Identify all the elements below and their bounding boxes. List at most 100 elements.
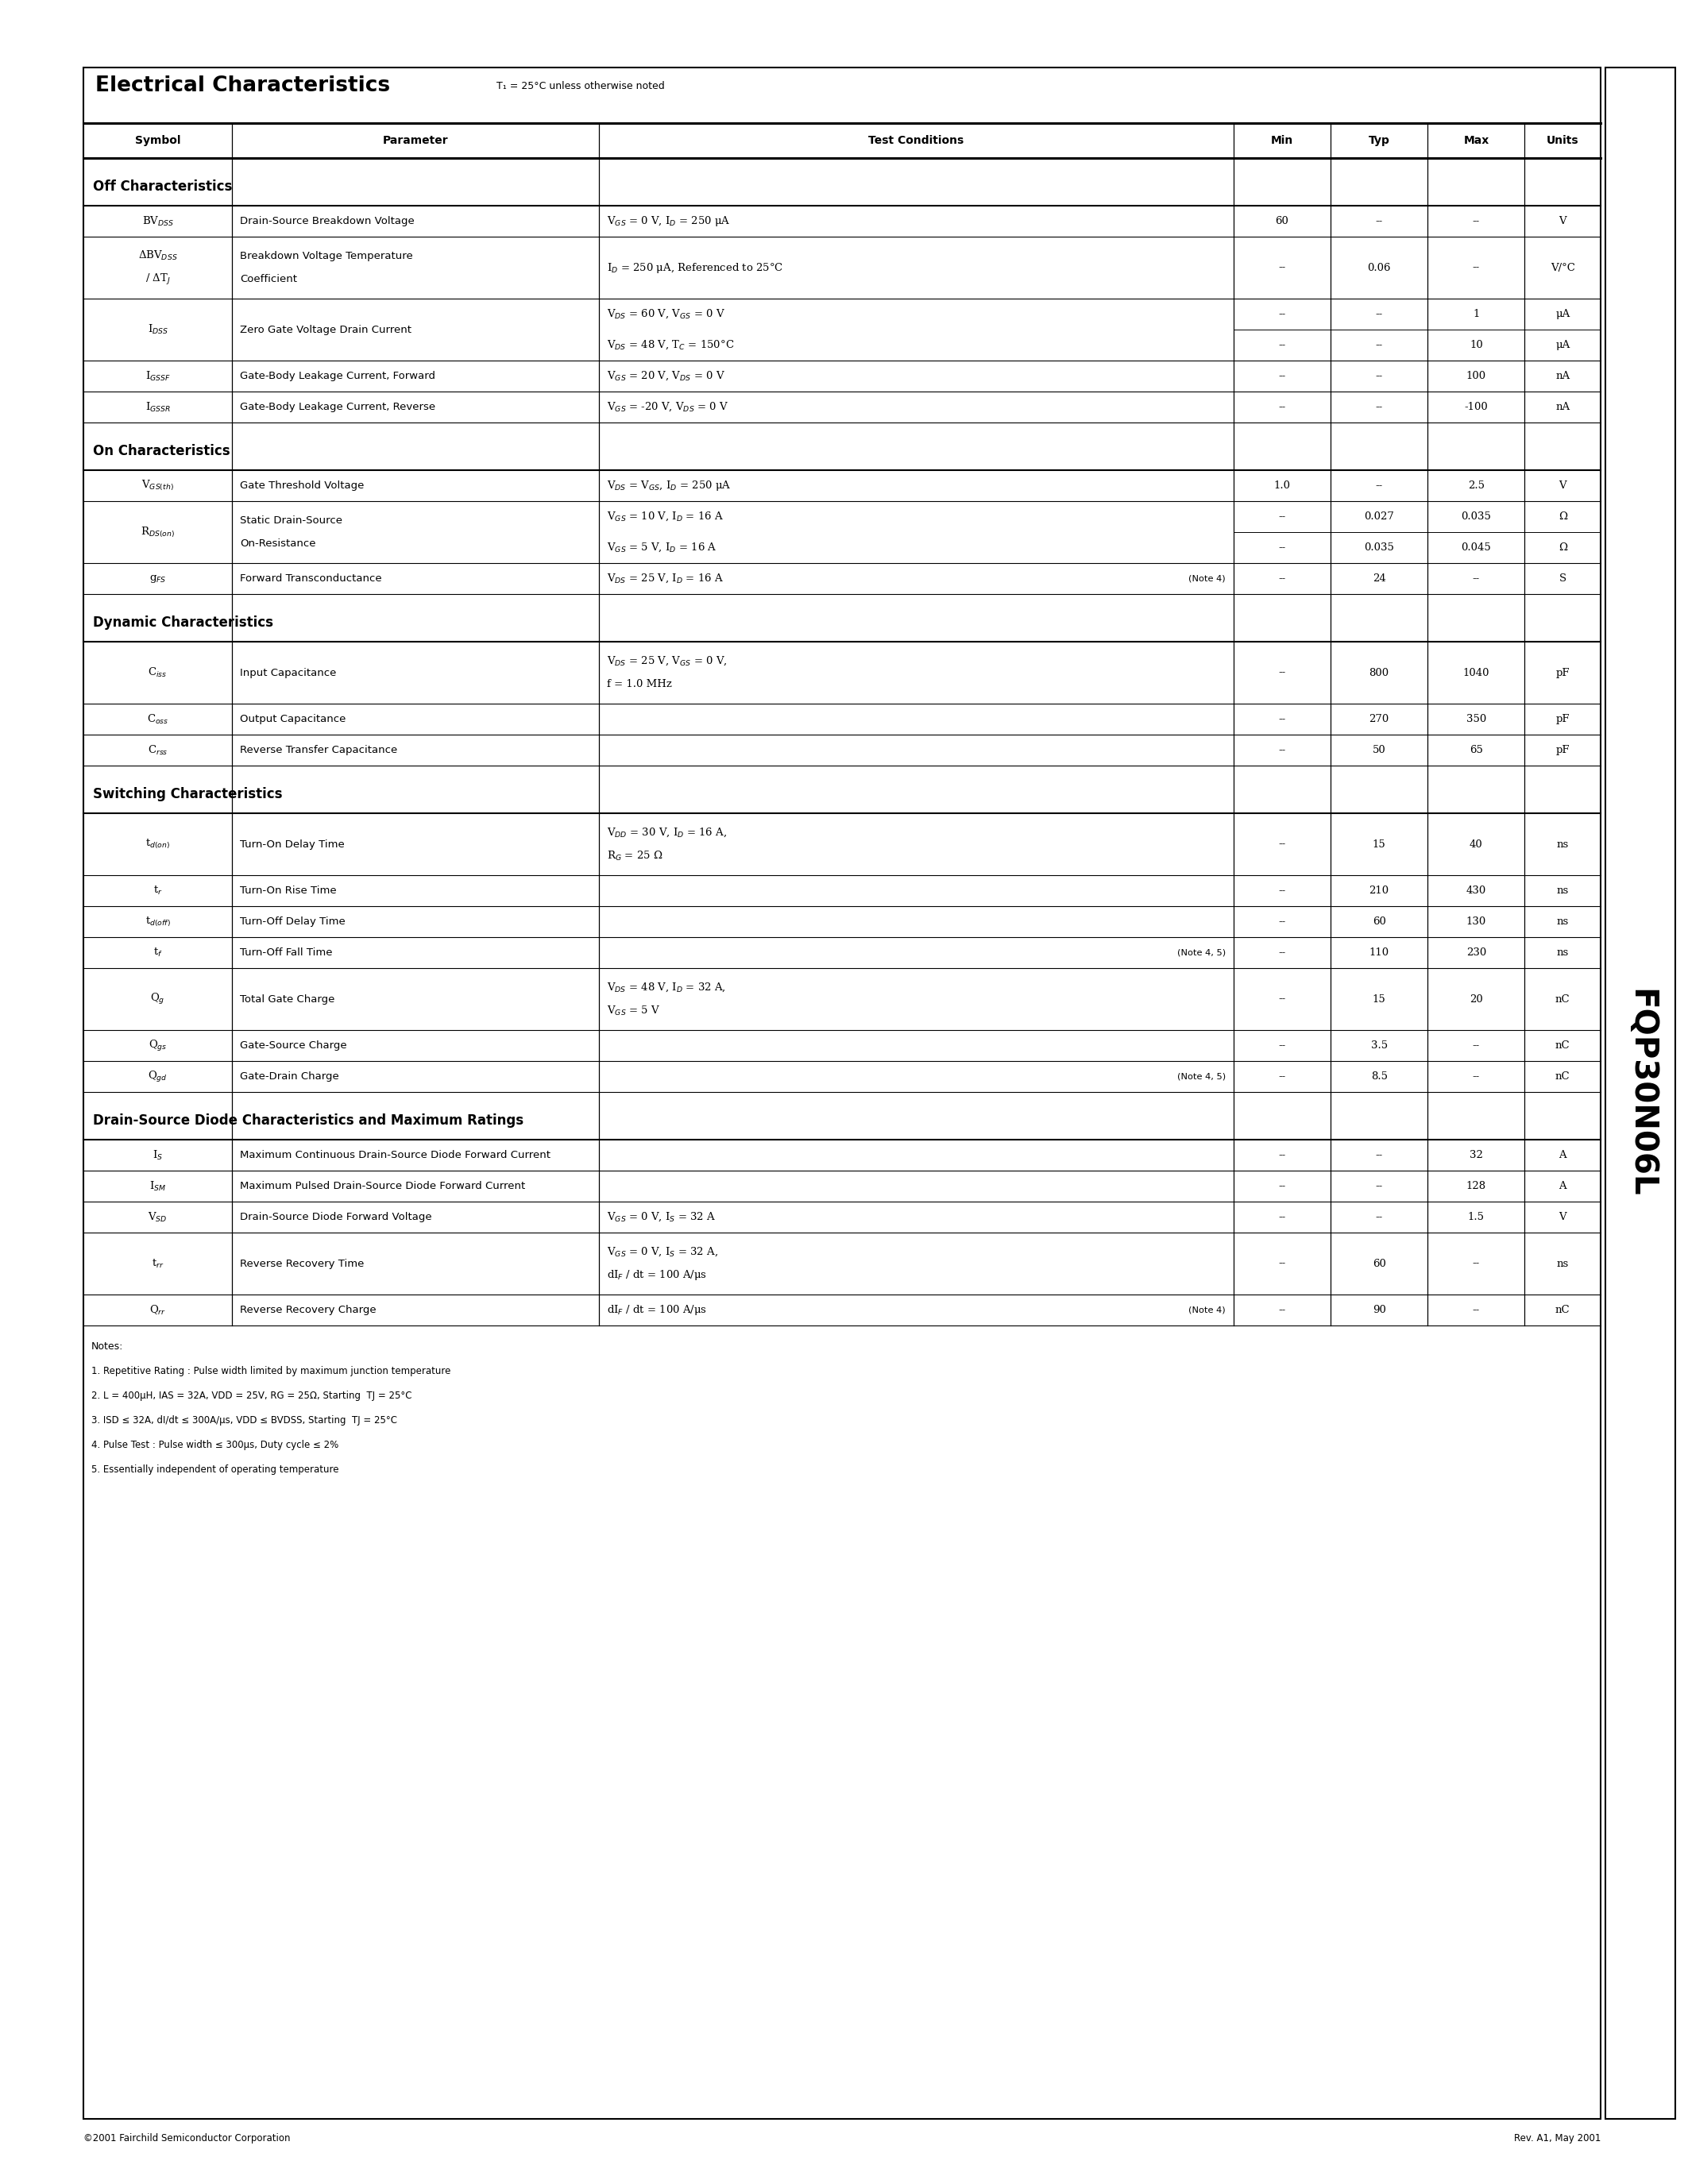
Text: Forward Transconductance: Forward Transconductance [240, 574, 381, 583]
Text: --: -- [1278, 668, 1286, 677]
Text: (Note 4): (Note 4) [1188, 1306, 1225, 1315]
Text: 20: 20 [1470, 994, 1482, 1005]
Text: pF: pF [1556, 745, 1570, 756]
Text: --: -- [1472, 1072, 1480, 1081]
Text: 130: 130 [1467, 917, 1485, 926]
Text: --: -- [1472, 574, 1480, 583]
Text: Drain-Source Breakdown Voltage: Drain-Source Breakdown Voltage [240, 216, 415, 227]
Text: On-Resistance: On-Resistance [240, 539, 316, 548]
Text: 10: 10 [1470, 341, 1482, 349]
Text: t$_r$: t$_r$ [154, 885, 162, 898]
Text: 5. Essentially independent of operating temperature: 5. Essentially independent of operating … [91, 1465, 339, 1474]
Text: Drain-Source Diode Forward Voltage: Drain-Source Diode Forward Voltage [240, 1212, 432, 1223]
Text: --: -- [1278, 371, 1286, 382]
Text: --: -- [1376, 1182, 1382, 1190]
Text: 210: 210 [1369, 885, 1389, 895]
Text: Switching Characteristics: Switching Characteristics [93, 786, 282, 802]
Text: pF: pF [1556, 714, 1570, 725]
Text: ©2001 Fairchild Semiconductor Corporation: ©2001 Fairchild Semiconductor Corporatio… [83, 2134, 290, 2143]
Text: ns: ns [1556, 885, 1568, 895]
Text: V$_{DD}$ = 30 V, I$_D$ = 16 A,: V$_{DD}$ = 30 V, I$_D$ = 16 A, [608, 826, 728, 839]
Text: A: A [1560, 1182, 1566, 1190]
Text: 128: 128 [1467, 1182, 1485, 1190]
Text: Reverse Transfer Capacitance: Reverse Transfer Capacitance [240, 745, 397, 756]
Text: V$_{GS}$ = 20 V, V$_{DS}$ = 0 V: V$_{GS}$ = 20 V, V$_{DS}$ = 0 V [608, 369, 726, 382]
Text: V$_{GS}$ = 5 V: V$_{GS}$ = 5 V [608, 1005, 660, 1018]
Text: Q$_{gs}$: Q$_{gs}$ [149, 1037, 167, 1053]
Text: V: V [1560, 1212, 1566, 1223]
Text: t$_{d(on)}$: t$_{d(on)}$ [145, 839, 170, 852]
Text: Static Drain-Source: Static Drain-Source [240, 515, 343, 526]
Text: 50: 50 [1372, 745, 1386, 756]
Text: Parameter: Parameter [383, 135, 449, 146]
Text: BV$_{DSS}$: BV$_{DSS}$ [142, 214, 174, 227]
Text: 230: 230 [1467, 948, 1485, 959]
Text: 60: 60 [1372, 1258, 1386, 1269]
Text: --: -- [1376, 308, 1382, 319]
Text: S: S [1560, 574, 1566, 583]
Text: Gate-Body Leakage Current, Reverse: Gate-Body Leakage Current, Reverse [240, 402, 436, 413]
Text: --: -- [1376, 1212, 1382, 1223]
Text: Gate-Source Charge: Gate-Source Charge [240, 1040, 348, 1051]
Text: 1.0: 1.0 [1274, 480, 1290, 491]
Text: nC: nC [1555, 1304, 1570, 1315]
Bar [83, 68, 1600, 2118]
Text: 40: 40 [1470, 839, 1482, 850]
Text: On Characteristics: On Characteristics [93, 443, 230, 459]
Text: Breakdown Voltage Temperature: Breakdown Voltage Temperature [240, 251, 414, 262]
Text: nA: nA [1556, 402, 1570, 413]
Text: 90: 90 [1372, 1304, 1386, 1315]
Text: -100: -100 [1465, 402, 1489, 413]
Text: --: -- [1472, 1258, 1480, 1269]
Text: V$_{DS}$ = 60 V, V$_{GS}$ = 0 V: V$_{DS}$ = 60 V, V$_{GS}$ = 0 V [608, 308, 726, 321]
Text: --: -- [1278, 511, 1286, 522]
Text: V$_{DS}$ = 25 V, I$_D$ = 16 A: V$_{DS}$ = 25 V, I$_D$ = 16 A [608, 572, 724, 585]
Text: Ω: Ω [1558, 542, 1566, 553]
Text: Input Capacitance: Input Capacitance [240, 668, 336, 677]
Text: 3.5: 3.5 [1371, 1040, 1388, 1051]
Text: Q$_{gd}$: Q$_{gd}$ [149, 1070, 167, 1083]
Text: --: -- [1278, 1258, 1286, 1269]
Text: Gate Threshold Voltage: Gate Threshold Voltage [240, 480, 365, 491]
Text: Gate-Body Leakage Current, Forward: Gate-Body Leakage Current, Forward [240, 371, 436, 382]
Text: Units: Units [1546, 135, 1578, 146]
Text: --: -- [1376, 1151, 1382, 1160]
Text: Drain-Source Diode Characteristics and Maximum Ratings: Drain-Source Diode Characteristics and M… [93, 1114, 523, 1127]
Text: V: V [1560, 480, 1566, 491]
Text: A: A [1560, 1151, 1566, 1160]
Text: nC: nC [1555, 1040, 1570, 1051]
Bar [1605, 68, 1674, 2118]
Text: V$_{DS}$ = 48 V, I$_D$ = 32 A,: V$_{DS}$ = 48 V, I$_D$ = 32 A, [608, 981, 726, 994]
Text: --: -- [1278, 1040, 1286, 1051]
Text: μA: μA [1555, 341, 1570, 349]
Text: V/°C: V/°C [1550, 262, 1575, 273]
Text: 2.5: 2.5 [1469, 480, 1484, 491]
Text: --: -- [1376, 341, 1382, 349]
Text: --: -- [1278, 1182, 1286, 1190]
Text: V$_{GS}$ = 5 V, I$_D$ = 16 A: V$_{GS}$ = 5 V, I$_D$ = 16 A [608, 542, 717, 555]
Text: I$_D$ = 250 μA, Referenced to 25°C: I$_D$ = 250 μA, Referenced to 25°C [608, 260, 783, 275]
Text: Min: Min [1271, 135, 1293, 146]
Text: Test Conditions: Test Conditions [869, 135, 964, 146]
Text: --: -- [1376, 371, 1382, 382]
Text: --: -- [1376, 216, 1382, 227]
Text: 15: 15 [1372, 994, 1386, 1005]
Text: Zero Gate Voltage Drain Current: Zero Gate Voltage Drain Current [240, 325, 412, 334]
Text: 15: 15 [1372, 839, 1386, 850]
Text: ns: ns [1556, 917, 1568, 926]
Text: pF: pF [1556, 668, 1570, 677]
Text: 110: 110 [1369, 948, 1389, 959]
Text: 65: 65 [1470, 745, 1484, 756]
Text: dI$_F$ / dt = 100 A/μs: dI$_F$ / dt = 100 A/μs [608, 1269, 707, 1282]
Text: (Note 4): (Note 4) [1188, 574, 1225, 583]
Text: 0.035: 0.035 [1462, 511, 1491, 522]
Text: I$_S$: I$_S$ [152, 1149, 162, 1162]
Text: --: -- [1278, 917, 1286, 926]
Text: --: -- [1278, 1151, 1286, 1160]
Text: I$_{SM}$: I$_{SM}$ [150, 1179, 165, 1192]
Text: --: -- [1278, 1212, 1286, 1223]
Text: FQP30N06L: FQP30N06L [1624, 989, 1656, 1197]
Text: ns: ns [1556, 839, 1568, 850]
Text: Maximum Continuous Drain-Source Diode Forward Current: Maximum Continuous Drain-Source Diode Fo… [240, 1151, 550, 1160]
Text: V$_{DS}$ = 25 V, V$_{GS}$ = 0 V,: V$_{DS}$ = 25 V, V$_{GS}$ = 0 V, [608, 655, 728, 666]
